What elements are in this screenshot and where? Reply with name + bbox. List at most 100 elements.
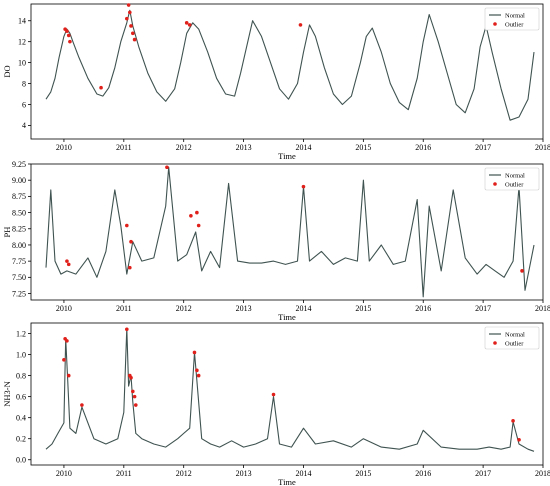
outlier-point xyxy=(196,373,201,378)
outlier-point xyxy=(128,265,132,270)
outlier-point xyxy=(195,368,199,373)
y-tick-label: 0.6 xyxy=(16,392,26,401)
y-tick-label: 8.50 xyxy=(12,208,26,217)
y-tick-label: 9.00 xyxy=(12,176,26,185)
x-tick-label: 2018 xyxy=(535,469,550,478)
outlier-point xyxy=(131,389,135,394)
chart-panel-ph: 2010 2011 2012 2013 2014 2015 2016 2017 2018 7.25… xyxy=(2,160,550,322)
x-axis-label: Time xyxy=(278,151,296,161)
y-tick-label: 7.25 xyxy=(12,289,26,298)
y-tick-label: 14 xyxy=(18,17,26,26)
legend-swatch-outlier xyxy=(493,22,497,26)
outlier-point xyxy=(195,210,199,215)
x-tick-label: 2018 xyxy=(535,143,550,152)
chart-panel-nh3n: 2010 2011 2012 2013 2014 2015 2016 2017 2018 0.0 0… xyxy=(2,322,550,486)
outlier-point xyxy=(187,23,192,27)
legend-box xyxy=(484,326,540,350)
outlier-point xyxy=(132,394,137,399)
outlier-point xyxy=(125,16,129,21)
x-tick-label: 2015 xyxy=(355,143,371,152)
y-tick-label: 7.50 xyxy=(12,273,26,282)
outlier-point xyxy=(520,269,524,273)
legend-label-normal: Normal xyxy=(505,173,525,180)
x-tick-label: 2017 xyxy=(475,469,491,478)
legend-swatch-outlier xyxy=(493,341,497,345)
y-axis-label: PH xyxy=(2,227,12,238)
legend-box xyxy=(484,167,540,191)
y-tick-label: 6 xyxy=(22,100,26,109)
x-tick-label: 2011 xyxy=(116,469,132,478)
y-tick-label: 0.2 xyxy=(16,435,26,444)
outlier-point xyxy=(129,239,133,244)
series-line-normal xyxy=(45,327,535,452)
x-axis-label: Time xyxy=(278,477,296,486)
outlier-point xyxy=(66,262,71,267)
x-axis-label: Time xyxy=(278,312,296,322)
outlier-point xyxy=(129,24,133,28)
plot-frame xyxy=(30,3,544,140)
x-tick-label: 2011 xyxy=(116,143,132,152)
x-tick-label: 2016 xyxy=(415,469,431,478)
x-tick-label: 2015 xyxy=(355,469,371,478)
outlier-point xyxy=(301,184,306,189)
legend-label-outlier: Outlier xyxy=(505,182,524,189)
legend-label-normal: Normal xyxy=(505,332,525,339)
y-tick-label: 0.4 xyxy=(16,413,26,422)
x-tick-label: 2014 xyxy=(295,304,311,313)
x-tick-label: 2010 xyxy=(56,143,72,152)
chart-panel-do: 2010 2011 2012 2013 2014 2015 2016 2017 2018 4 6 8 1… xyxy=(2,3,550,161)
outlier-point xyxy=(131,31,135,36)
outlier-point xyxy=(68,39,72,44)
x-tick-label: 2010 xyxy=(56,304,72,313)
legend-swatch-outlier xyxy=(493,182,497,186)
outlier-point xyxy=(196,223,201,228)
series-line-normal xyxy=(45,9,535,121)
x-tick-label: 2012 xyxy=(176,304,192,313)
outlier-point xyxy=(192,350,197,355)
legend-label-normal: Normal xyxy=(505,13,525,20)
x-tick-label: 2015 xyxy=(355,304,371,313)
plot-frame xyxy=(30,322,544,466)
outlier-point xyxy=(66,373,71,378)
y-tick-label: 8.00 xyxy=(12,241,26,250)
outlier-point xyxy=(125,327,129,332)
y-axis-label: DO xyxy=(2,65,12,77)
outlier-point xyxy=(184,21,189,25)
outlier-point xyxy=(80,403,84,407)
outlier-point xyxy=(189,214,193,218)
outlier-point xyxy=(165,165,169,170)
x-tick-label: 2013 xyxy=(236,304,252,313)
outlier-point xyxy=(517,437,521,442)
outlier-point xyxy=(129,375,133,380)
x-tick-label: 2016 xyxy=(415,143,431,152)
x-tick-label: 2011 xyxy=(116,304,132,313)
legend-label-outlier: Outlier xyxy=(505,22,524,29)
outlier-point xyxy=(65,339,69,343)
outlier-point xyxy=(62,358,66,362)
x-tick-label: 2014 xyxy=(295,143,311,152)
outlier-point xyxy=(128,10,132,15)
x-tick-label: 2010 xyxy=(56,469,72,478)
x-tick-label: 2018 xyxy=(535,304,550,313)
plot-frame xyxy=(30,163,544,301)
outlier-point xyxy=(126,3,131,7)
x-tick-label: 2013 xyxy=(236,469,252,478)
x-tick-label: 2017 xyxy=(475,143,491,152)
outlier-point xyxy=(271,392,276,397)
y-tick-label: 9.25 xyxy=(12,160,26,169)
y-tick-label: 0.0 xyxy=(16,456,26,465)
outlier-point xyxy=(298,23,303,27)
y-tick-label: 0.8 xyxy=(16,371,26,380)
x-tick-label: 2016 xyxy=(415,304,431,313)
outlier-point xyxy=(133,403,138,407)
y-tick-label: 1.2 xyxy=(16,329,26,338)
legend-box xyxy=(484,7,540,31)
series-line-normal xyxy=(45,166,535,298)
outlier-point xyxy=(65,29,69,34)
y-axis-label: NH3-N xyxy=(2,381,12,407)
outlier-point xyxy=(99,85,103,90)
y-tick-label: 8.25 xyxy=(12,225,26,234)
outlier-point xyxy=(132,37,137,42)
outlier-point xyxy=(125,223,129,228)
